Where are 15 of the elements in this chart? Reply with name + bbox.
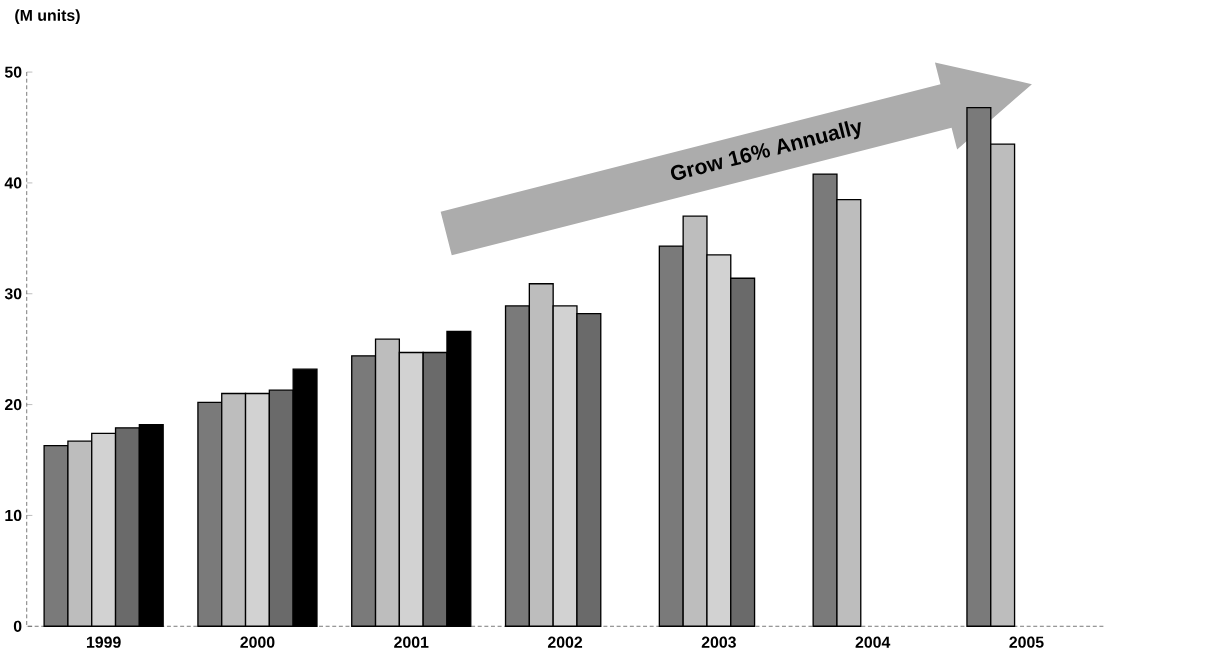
x-tick-label: 2003: [701, 636, 736, 649]
y-tick-label: 40: [4, 177, 22, 189]
x-tick-label: 2002: [547, 636, 583, 649]
x-tick-label: 2000: [240, 636, 275, 649]
x-tick-label: 1999: [86, 636, 121, 649]
y-tick-label: 10: [5, 510, 22, 522]
y-axis-title: (M units): [15, 9, 80, 25]
x-tick-label: 2001: [394, 636, 429, 649]
x-tick-label: 2004: [855, 636, 891, 649]
x-tick-label: 2005: [1009, 636, 1044, 649]
y-tick-label: 0: [13, 620, 22, 633]
y-tick-label: 20: [4, 399, 22, 411]
y-tick-label: 30: [4, 288, 22, 300]
y-tick-label: 50: [4, 66, 22, 78]
annotation: Grow 16% Annually: [670, 121, 861, 181]
